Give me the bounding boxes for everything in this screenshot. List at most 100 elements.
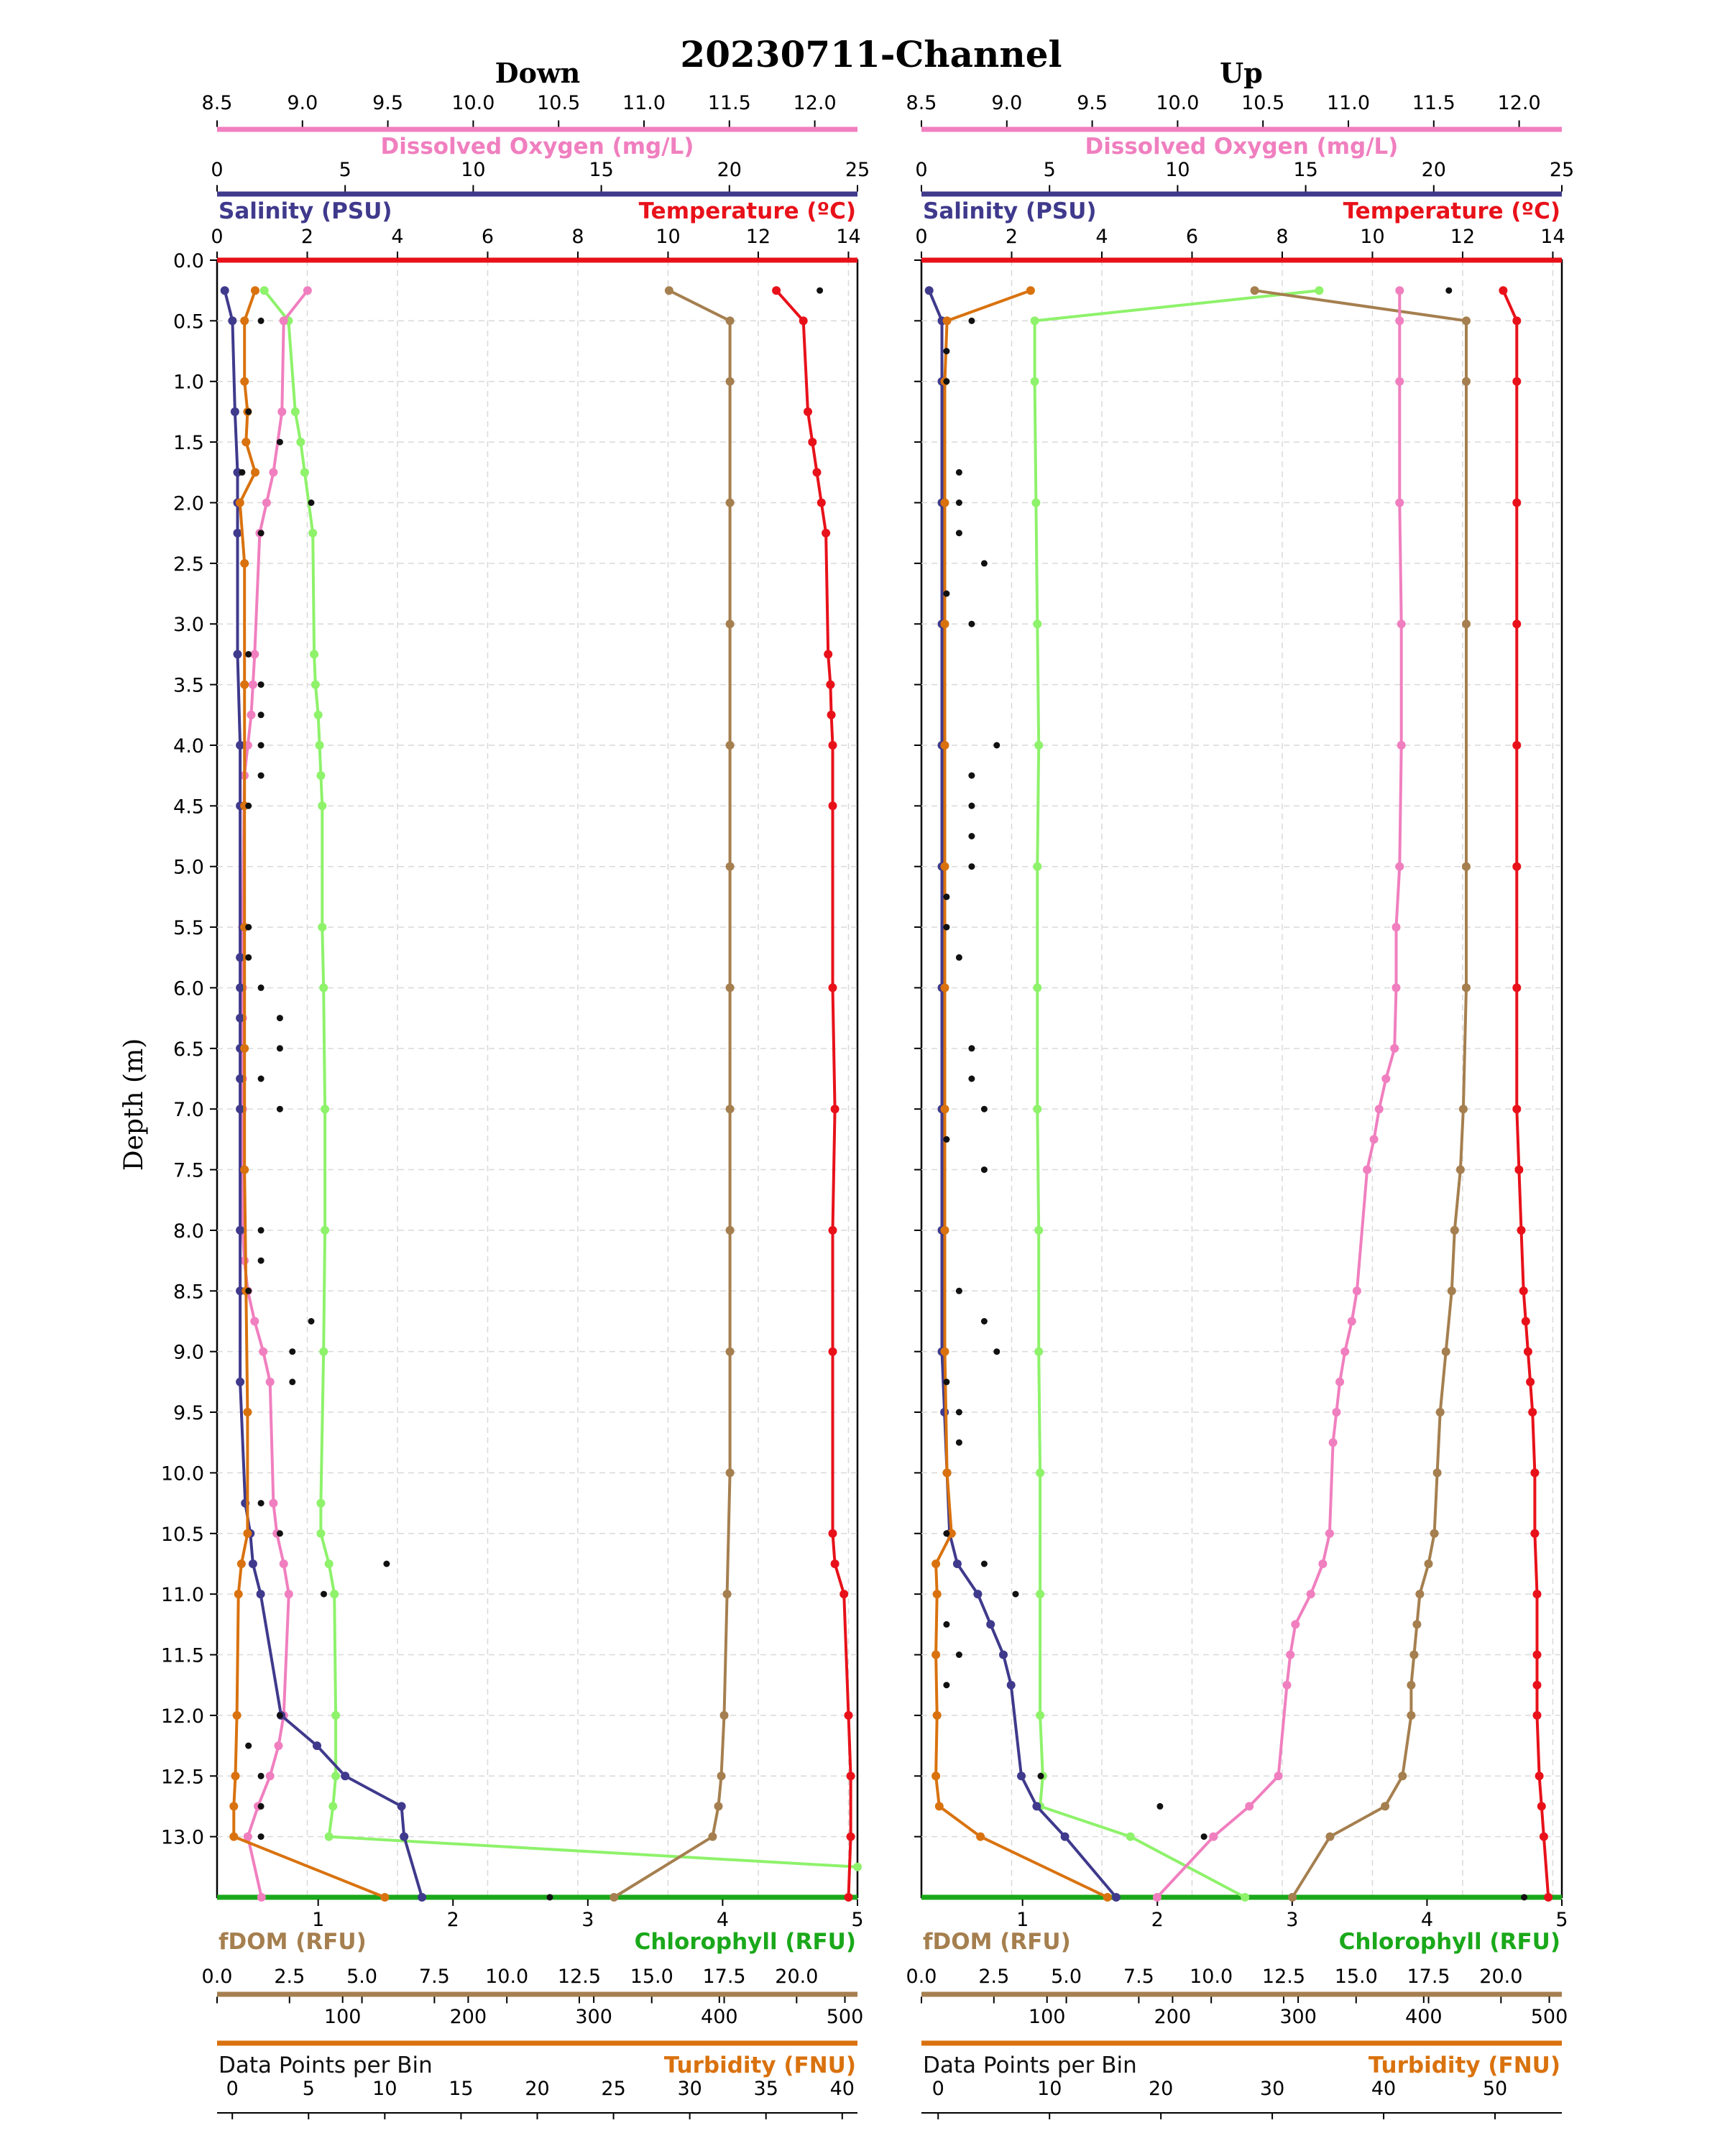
points-point [1012, 1590, 1019, 1598]
temperature-point [1530, 1529, 1540, 1538]
turbidity-point [940, 498, 949, 507]
do-point [1335, 1377, 1345, 1386]
turbidity-point [932, 1650, 941, 1659]
salinity-tick-label: 5 [1044, 159, 1056, 181]
turbidity-point [947, 1529, 956, 1538]
turbidity-tick-label: 40 [1371, 2078, 1396, 2100]
fdom-point [1462, 619, 1471, 629]
salinity-tick-label: 10 [1165, 159, 1190, 181]
do-point [250, 1317, 259, 1326]
do-tick-label: 11.0 [622, 92, 666, 114]
points-point [816, 287, 824, 294]
chlorophyll-point [330, 1590, 339, 1599]
temperature-point [1537, 1802, 1546, 1811]
do-series [1152, 286, 1406, 1902]
do-tick-label: 11.5 [1412, 92, 1455, 114]
y-tick-label: 11.0 [161, 1584, 204, 1606]
do-axis-label: Dissolved Oxygen (mg/L) [381, 134, 694, 160]
points-point [980, 1166, 988, 1174]
points-point [1156, 1802, 1164, 1810]
do-point [250, 650, 259, 659]
do-point [277, 407, 287, 416]
points-point [980, 1560, 988, 1567]
points-tick-label: 100 [324, 2006, 362, 2028]
do-tick-label: 8.5 [202, 92, 233, 114]
salinity-point [248, 1560, 257, 1568]
temperature-point [828, 1347, 837, 1356]
do-point [1363, 1165, 1372, 1174]
points-point [257, 1257, 264, 1264]
points-point [257, 1227, 264, 1234]
fdom-axis-label: fDOM (RFU) [218, 1929, 367, 1955]
chlorophyll-point [313, 710, 323, 719]
fdom-point [1398, 1772, 1407, 1781]
chlorophyll-point [1030, 377, 1039, 386]
salinity-point [236, 1377, 245, 1386]
temperature-tick-label: 6 [482, 226, 494, 248]
salinity-tick-label: 0 [915, 159, 927, 181]
points-point [289, 1348, 296, 1355]
points-point [276, 438, 283, 446]
temperature-point [1528, 1408, 1537, 1416]
points-point [968, 1075, 975, 1082]
y-tick-label: 2.0 [173, 492, 204, 515]
points-point [968, 317, 975, 324]
points-point [257, 1500, 264, 1507]
do-point [274, 1741, 283, 1751]
fdom-tick-label: 2.5 [274, 1966, 305, 1988]
chlorophyll-point [300, 468, 309, 477]
fdom-point [719, 1710, 729, 1720]
do-point [1395, 498, 1404, 507]
temperature-point [1521, 1317, 1530, 1326]
points-point [257, 1772, 264, 1779]
turbidity-point [240, 377, 249, 386]
do-point [1397, 741, 1406, 750]
fdom-tick-label: 17.5 [1407, 1966, 1450, 1988]
temperature-point [830, 1560, 840, 1568]
chlorophyll-point [1031, 498, 1041, 507]
turbidity-point [251, 468, 259, 477]
fdom-point [1381, 1802, 1390, 1811]
do-point [1392, 923, 1401, 932]
turbidity-point [932, 1590, 942, 1599]
temperature-point [1517, 1225, 1526, 1235]
chlorophyll-point [316, 1529, 326, 1538]
chlorophyll-tick-label: 5 [851, 1909, 863, 1931]
fdom-tick-label: 15.0 [1335, 1966, 1378, 1988]
fdom-point [1288, 1893, 1297, 1902]
turbidity-tick-label: 0 [226, 2078, 239, 2100]
do-point [284, 1590, 293, 1599]
points-point [308, 1318, 315, 1325]
temperature-point [828, 1225, 837, 1235]
temperature-series [772, 286, 855, 1902]
chlorophyll-point [1034, 1225, 1044, 1235]
salinity-point [220, 286, 229, 295]
fdom-point [1407, 1680, 1416, 1690]
y-tick-label: 10.5 [161, 1524, 204, 1546]
points-point [289, 1378, 296, 1386]
salinity-point [1032, 1802, 1041, 1811]
points-point [257, 1802, 264, 1810]
turbidity-tick-label: 30 [677, 2078, 702, 2100]
fdom-point [725, 1468, 735, 1478]
do-point [1390, 1044, 1399, 1053]
salinity-point [233, 468, 242, 477]
chlorophyll-series [1030, 286, 1324, 1902]
fdom-point [1458, 1105, 1468, 1114]
points-point [993, 742, 1000, 749]
y-tick-label: 1.5 [173, 432, 204, 454]
points-point [968, 772, 975, 779]
fdom-point [725, 1225, 735, 1235]
chlorophyll-point [290, 407, 300, 416]
fdom-point [1430, 1529, 1439, 1538]
do-point [259, 1347, 268, 1356]
salinity-point [256, 1590, 265, 1599]
turbidity-point [242, 438, 251, 447]
points-point [257, 711, 264, 719]
salinity-point [418, 1893, 427, 1902]
turbidity-point [940, 1347, 949, 1356]
do-point [1397, 619, 1406, 629]
points-tick-label: 100 [1029, 2006, 1066, 2028]
do-point [1325, 1529, 1334, 1538]
y-tick-label: 10.0 [161, 1462, 204, 1485]
